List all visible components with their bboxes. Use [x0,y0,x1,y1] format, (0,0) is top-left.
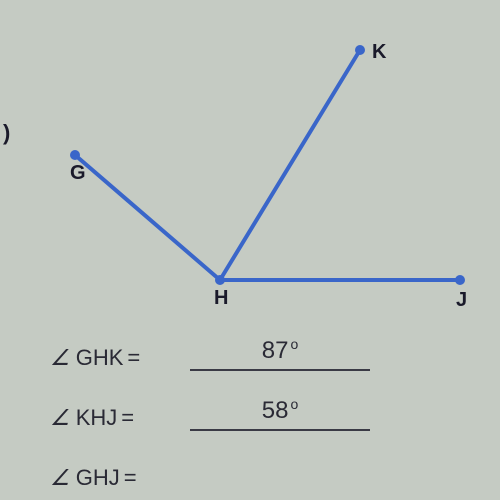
angle-label-ghk: ∠ GHK = [50,345,190,371]
point-H [215,275,225,285]
angle-diagram: G H K J [20,5,490,325]
angle-label-ghj: ∠ GHJ = [50,465,190,491]
answer-row-ghj: ∠ GHJ = [50,455,470,491]
angle-label-khj: ∠ KHJ = [50,405,190,431]
angle-symbol-icon: ∠ [50,345,70,371]
answer-value-ghk: 87o [190,336,370,371]
segment-HK [220,50,360,280]
angle-name: GHJ [76,465,120,491]
angle-name: KHJ [76,405,118,431]
answer-row-ghk: ∠ GHK = 87o [50,335,470,371]
point-label-K: K [372,41,387,63]
point-J [455,275,465,285]
angle-name: GHK [76,345,124,371]
point-label-H: H [214,287,228,309]
angle-value: 87 [262,337,289,364]
problem-number-marker: ) [3,120,10,146]
angle-symbol-icon: ∠ [50,465,70,491]
degree-symbol: o [290,396,298,412]
angle-symbol-icon: ∠ [50,405,70,431]
equals-sign: = [127,345,140,371]
answer-value-khj: 58o [190,396,370,431]
answers-block: ∠ GHK = 87o ∠ KHJ = 58o [50,335,470,500]
equals-sign: = [124,465,137,491]
answer-row-khj: ∠ KHJ = 58o [50,395,470,431]
point-label-G: G [70,162,86,184]
point-G [70,150,80,160]
degree-symbol: o [290,336,298,352]
angle-value: 58 [262,397,289,424]
point-label-J: J [456,289,467,311]
answer-value-ghj [190,458,370,491]
segment-GH [75,155,220,280]
point-K [355,45,365,55]
equals-sign: = [121,405,134,431]
